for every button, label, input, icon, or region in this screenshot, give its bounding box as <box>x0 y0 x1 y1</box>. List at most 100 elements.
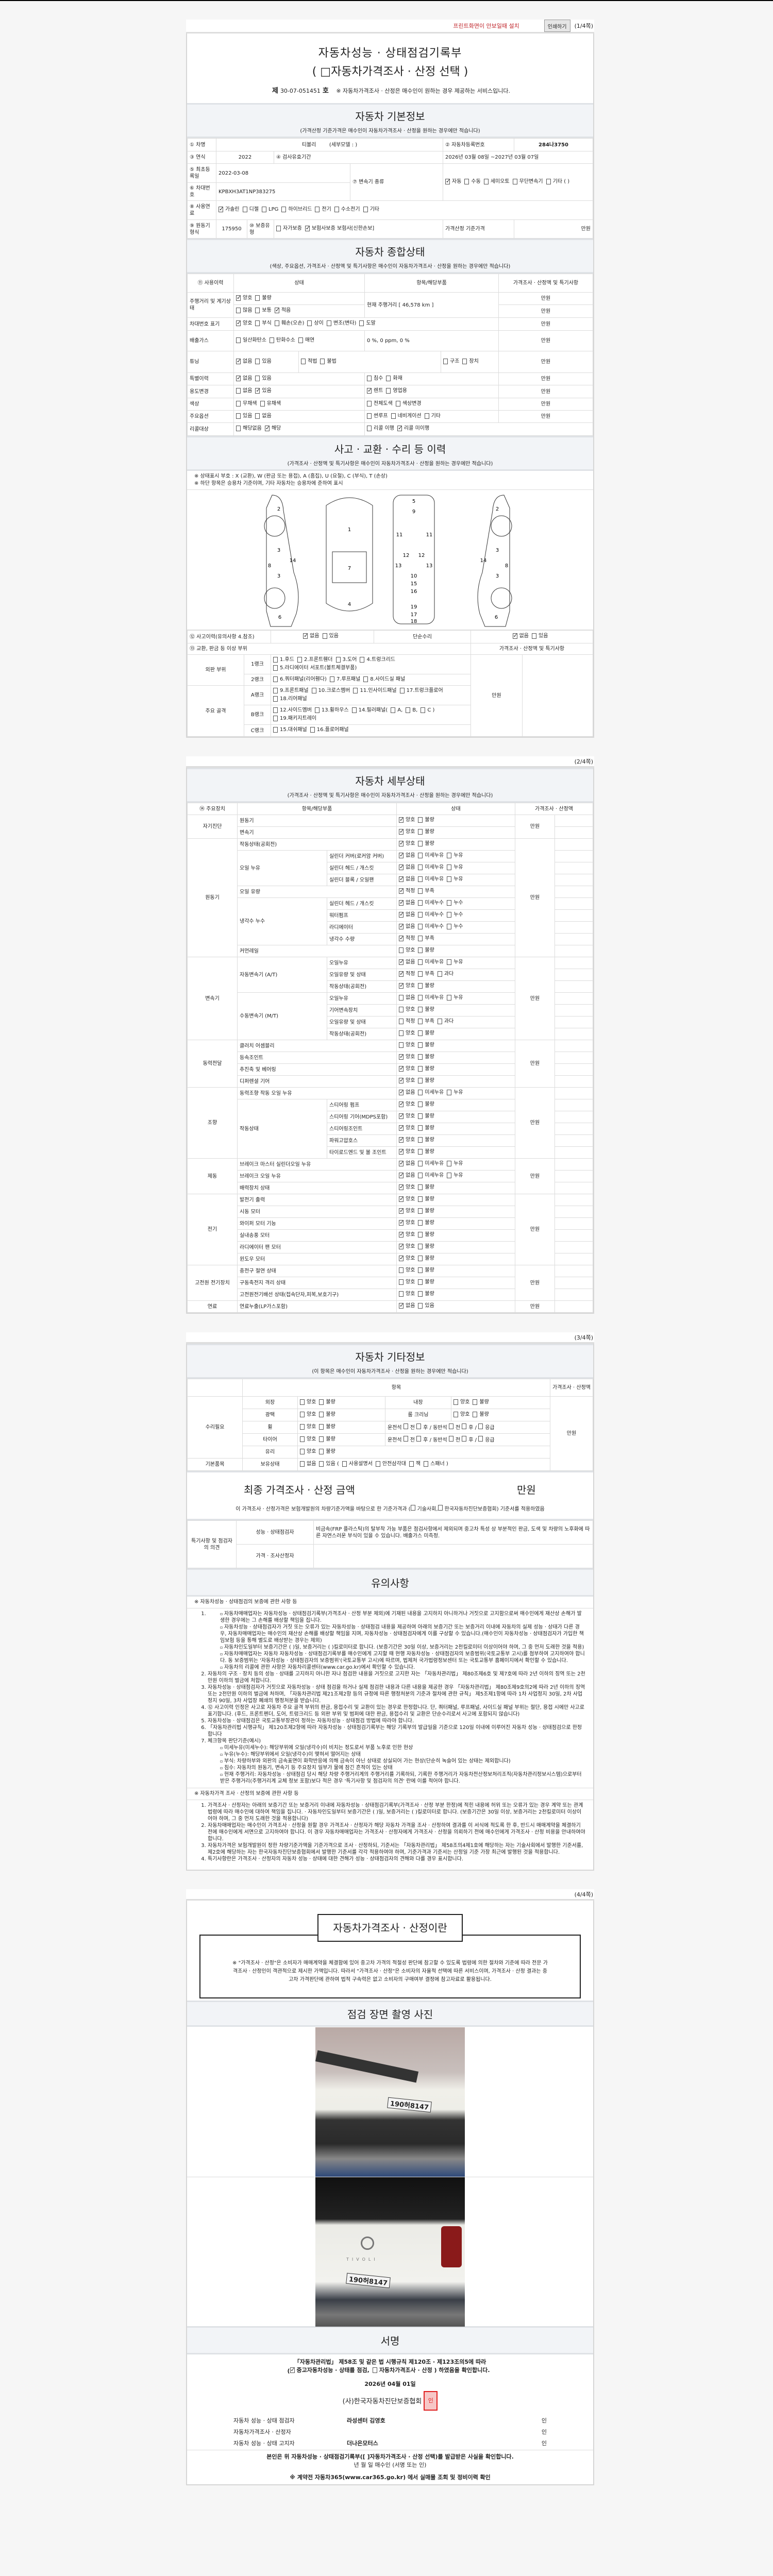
checkbox[interactable] <box>399 935 404 941</box>
checkbox[interactable] <box>391 707 396 713</box>
checkbox-option[interactable]: 적정 <box>399 1018 415 1025</box>
checkbox[interactable] <box>421 707 426 713</box>
checkbox-option[interactable]: 무단변속기 <box>512 178 543 185</box>
checkbox[interactable] <box>447 995 452 1001</box>
checkbox[interactable] <box>418 971 423 977</box>
checkbox-option[interactable]: 자동차가격조사 · 산정 ) 하였음을 확인합니다. <box>372 2366 490 2374</box>
checkbox[interactable] <box>399 1077 404 1083</box>
checkbox[interactable] <box>483 178 489 184</box>
checkbox[interactable] <box>418 1125 423 1131</box>
checkbox[interactable] <box>335 656 341 663</box>
checkbox[interactable] <box>236 294 241 301</box>
checkbox-option[interactable]: 없음 <box>399 1160 415 1167</box>
checkbox-option[interactable]: 불량 <box>418 1279 434 1285</box>
checkbox-option[interactable]: 10.크로스멤버 <box>311 687 350 694</box>
checkbox[interactable] <box>290 2366 295 2373</box>
checkbox[interactable] <box>236 358 241 364</box>
checkbox[interactable] <box>418 865 423 870</box>
checkbox-option[interactable]: 불량 <box>418 1255 434 1262</box>
checkbox[interactable] <box>447 853 452 858</box>
checkbox[interactable] <box>462 1436 467 1442</box>
checkbox[interactable] <box>255 308 260 313</box>
checkbox-option[interactable]: 보험사보증 보험사[신한손보] <box>305 225 374 232</box>
checkbox-option[interactable]: 기타 <box>363 206 379 213</box>
checkbox-option[interactable]: 무채색 <box>236 400 257 407</box>
checkbox-option[interactable]: 없음 <box>399 852 415 859</box>
checkbox[interactable] <box>399 982 404 989</box>
checkbox-option[interactable]: 있음 <box>418 1302 434 1309</box>
checkbox[interactable] <box>403 1423 408 1429</box>
checkbox-option[interactable]: 불량 <box>319 1411 335 1418</box>
checkbox-option[interactable]: 양호 <box>399 1267 415 1274</box>
checkbox[interactable] <box>301 358 306 364</box>
checkbox[interactable] <box>418 1208 423 1214</box>
checkbox-option[interactable]: 없음 <box>236 375 252 382</box>
checkbox[interactable] <box>399 899 404 906</box>
checkbox[interactable] <box>255 387 261 394</box>
checkbox[interactable] <box>418 1279 423 1285</box>
checkbox-option[interactable]: 양호 <box>236 319 252 327</box>
checkbox-option[interactable]: 전체도색 <box>367 400 393 407</box>
checkbox[interactable] <box>270 337 274 343</box>
checkbox[interactable] <box>418 829 423 835</box>
checkbox-option[interactable]: 양호 <box>399 828 415 835</box>
checkbox[interactable] <box>363 207 368 212</box>
checkbox-option[interactable]: 양호 <box>399 1219 415 1226</box>
checkbox[interactable] <box>478 1423 483 1429</box>
checkbox-option[interactable]: 누수 <box>447 900 463 906</box>
checkbox[interactable] <box>399 1255 404 1261</box>
checkbox[interactable] <box>273 687 278 693</box>
checkbox-option[interactable]: 누수 <box>447 911 463 918</box>
checkbox[interactable] <box>399 1124 404 1131</box>
checkbox-option[interactable]: 14.필러패널( <box>351 707 388 714</box>
checkbox[interactable] <box>418 1267 423 1273</box>
checkbox[interactable] <box>342 1461 347 1467</box>
checkbox[interactable] <box>300 1436 305 1442</box>
checkbox-option[interactable]: 양호 <box>453 1411 469 1418</box>
checkbox[interactable] <box>322 633 327 639</box>
checkbox[interactable] <box>418 900 423 906</box>
checkbox-option[interactable]: 불량 <box>255 295 272 301</box>
checkbox[interactable] <box>447 924 452 929</box>
checkbox[interactable] <box>276 225 281 231</box>
checkbox-option[interactable]: 화재 <box>386 375 402 382</box>
checkbox[interactable] <box>447 959 452 965</box>
checkbox[interactable] <box>399 816 404 823</box>
checkbox-option[interactable]: 없음 <box>399 923 415 930</box>
checkbox[interactable] <box>395 400 400 406</box>
checkbox-option[interactable]: 없음 <box>303 632 320 639</box>
checkbox[interactable] <box>319 1423 324 1430</box>
checkbox-option[interactable]: 불량 <box>418 1113 434 1120</box>
checkbox[interactable] <box>473 1399 478 1405</box>
checkbox-option[interactable]: 변조(변타) <box>326 320 356 327</box>
checkbox-option[interactable]: 양호 <box>399 982 415 989</box>
checkbox-option[interactable]: 양호 <box>300 1448 316 1455</box>
checkbox[interactable] <box>399 863 404 870</box>
checkbox-option[interactable]: 양호 <box>300 1436 316 1443</box>
checkbox[interactable] <box>418 912 423 918</box>
checkbox-option[interactable]: 불량 <box>418 947 434 954</box>
checkbox-option[interactable]: 누유 <box>447 1160 463 1167</box>
checkbox[interactable] <box>447 865 452 870</box>
checkbox[interactable] <box>391 413 396 419</box>
checkbox-option[interactable]: 불량 <box>418 840 434 847</box>
checkbox-option[interactable]: 기타 ( ) <box>546 178 569 185</box>
checkbox-option[interactable]: 17.트렁크플로어 <box>399 687 443 694</box>
checkbox-option[interactable]: 없음 <box>399 863 415 871</box>
checkbox-option[interactable]: 미세누수 <box>418 923 444 930</box>
checkbox-option[interactable]: 있음 <box>236 413 252 419</box>
checkbox[interactable] <box>418 888 423 894</box>
checkbox-option[interactable]: 없음 <box>236 358 252 365</box>
checkbox-option[interactable]: 누유 <box>447 959 463 965</box>
checkbox[interactable] <box>443 358 448 364</box>
checkbox-option[interactable]: 있음 <box>532 633 548 639</box>
checkbox[interactable] <box>418 1137 423 1143</box>
checkbox-option[interactable]: 자가보증 <box>276 225 302 232</box>
checkbox[interactable] <box>418 1220 423 1226</box>
checkbox-option[interactable]: 양호 <box>399 1042 415 1048</box>
checkbox-option[interactable]: 양호 <box>399 1279 415 1285</box>
checkbox-option[interactable]: 누유 <box>447 852 463 859</box>
checkbox-option[interactable]: 부식 <box>255 320 272 327</box>
checkbox-option[interactable]: 없음 <box>255 413 272 419</box>
checkbox-option[interactable]: 11.인사이드패널 <box>353 687 397 694</box>
